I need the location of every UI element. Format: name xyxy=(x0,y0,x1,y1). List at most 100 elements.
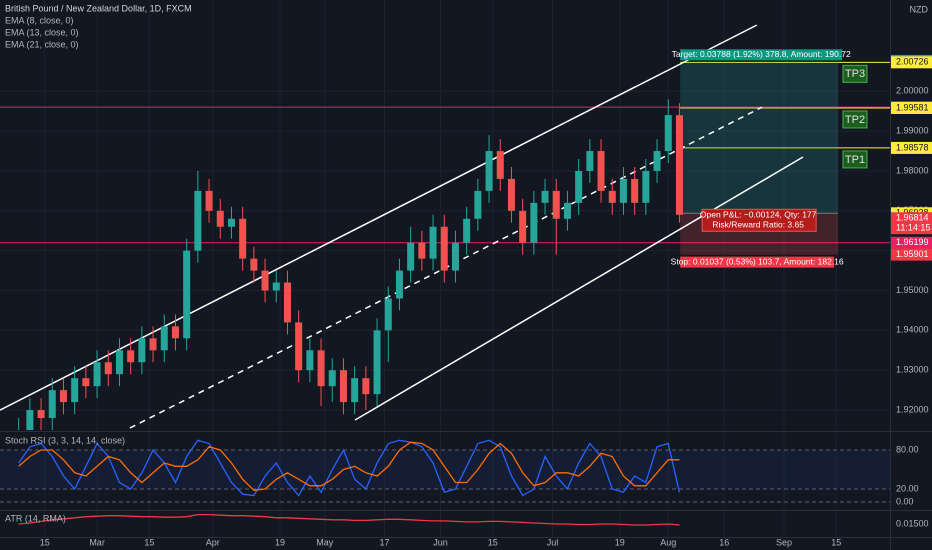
candle-body xyxy=(642,170,650,203)
candle-body xyxy=(160,326,168,351)
candle-body xyxy=(563,202,571,219)
candle-body xyxy=(295,322,303,371)
candle-body xyxy=(395,270,403,299)
candle-body xyxy=(71,378,79,403)
candle-body xyxy=(261,270,269,291)
price-label: 1.95901 xyxy=(896,249,929,259)
indicator-label: EMA (21, close, 0) xyxy=(5,39,79,49)
candle-body xyxy=(474,190,482,219)
series-line xyxy=(18,439,681,497)
tp-box xyxy=(842,150,868,169)
price-label: 1.96814 xyxy=(896,213,929,223)
y-tick-label: 1.99000 xyxy=(896,125,929,135)
candle-body xyxy=(631,178,639,203)
x-tick-label: Jul xyxy=(547,537,559,547)
target-zone xyxy=(680,62,839,214)
candle-body xyxy=(541,190,549,203)
candle-body xyxy=(328,370,336,387)
candle-body xyxy=(653,151,661,171)
candle-body xyxy=(216,210,224,227)
price-label-box xyxy=(891,101,932,114)
price-label-box xyxy=(891,236,932,249)
candle-body xyxy=(418,242,426,259)
target-label-box xyxy=(680,49,843,61)
y-tick-label: 1.95000 xyxy=(896,285,929,295)
x-tick-label: 15 xyxy=(40,537,50,547)
candle-body xyxy=(250,258,258,271)
candle-body xyxy=(183,250,191,339)
y-tick-label: 0.00 xyxy=(896,496,914,506)
indicator-label: EMA (13, close, 0) xyxy=(5,27,79,37)
candle-body xyxy=(485,151,493,191)
candle-body xyxy=(171,326,179,339)
countdown: 11:14:15 xyxy=(896,223,930,233)
candle-body xyxy=(619,178,627,203)
tp-box xyxy=(842,64,868,83)
price-label-box xyxy=(891,212,932,235)
candle-body xyxy=(48,390,56,419)
stoch-title: Stoch RSI (3, 3, 14, 14, close) xyxy=(5,435,125,445)
x-tick-label: 15 xyxy=(144,537,154,547)
candle-body xyxy=(149,338,157,351)
candle-body xyxy=(283,282,291,323)
x-tick-label: 19 xyxy=(275,537,285,547)
candle-body xyxy=(597,151,605,191)
stop-label: Stop: 0.01037 (0.53%) 103.7, Amount: 182… xyxy=(671,256,844,266)
price-label: 1.98578 xyxy=(896,142,929,152)
y-tick-label: 1.98000 xyxy=(896,165,929,175)
x-tick-label: Mar xyxy=(89,537,105,547)
candle-body xyxy=(552,190,560,219)
candle-body xyxy=(664,115,672,152)
candle-body xyxy=(239,218,247,259)
candle-body xyxy=(194,190,202,251)
candle-body xyxy=(530,202,538,243)
y-tick-label: 20.00 xyxy=(896,483,919,493)
price-label-box xyxy=(891,56,932,69)
pane xyxy=(18,511,837,537)
candle-body xyxy=(440,226,448,271)
trend-line xyxy=(0,24,758,411)
tp-label: TP2 xyxy=(845,114,865,126)
candle-body xyxy=(339,370,347,403)
x-tick-label: Jun xyxy=(433,537,448,547)
candle-body xyxy=(127,350,135,363)
y-tick-label: 2.00000 xyxy=(896,86,929,96)
symbol-title: British Pound / New Zealand Dollar, 1D, … xyxy=(5,3,192,13)
candle-body xyxy=(37,410,45,419)
candle-body xyxy=(384,298,392,331)
pane xyxy=(0,0,890,430)
price-label: 1.96199 xyxy=(896,237,929,247)
candle-body xyxy=(463,218,471,243)
x-tick-label: Aug xyxy=(660,537,676,547)
candle-body xyxy=(496,151,504,179)
x-tick-label: 15 xyxy=(488,537,498,547)
atr-title: ATR (14, RMA) xyxy=(5,513,66,523)
candle-body xyxy=(272,282,280,291)
trend-line xyxy=(354,156,804,421)
candle-body xyxy=(115,350,123,375)
candle-body xyxy=(507,178,515,211)
series-line xyxy=(18,441,680,491)
candle-body xyxy=(26,410,34,430)
candle-body xyxy=(608,190,616,203)
candle-body xyxy=(373,330,381,395)
y-tick-label: 1.93000 xyxy=(896,365,929,375)
x-tick-label: May xyxy=(316,537,334,547)
candle-body xyxy=(451,242,459,271)
y-tick-label: 80.00 xyxy=(896,444,919,454)
candle-body xyxy=(429,226,437,259)
y-tick-label: 1.92000 xyxy=(896,404,929,414)
candle-body xyxy=(138,338,146,363)
pnl-box xyxy=(701,208,817,232)
stop-label-box xyxy=(680,256,835,268)
candle-body xyxy=(675,115,683,215)
candle-body xyxy=(82,378,90,387)
candle-body xyxy=(306,350,314,371)
tp-label: TP1 xyxy=(845,154,865,166)
tp-box xyxy=(842,110,868,129)
x-tick-label: Sep xyxy=(776,537,792,547)
price-label: 2.00726 xyxy=(896,57,929,67)
candle-body xyxy=(575,170,583,203)
candle-body xyxy=(362,378,370,395)
